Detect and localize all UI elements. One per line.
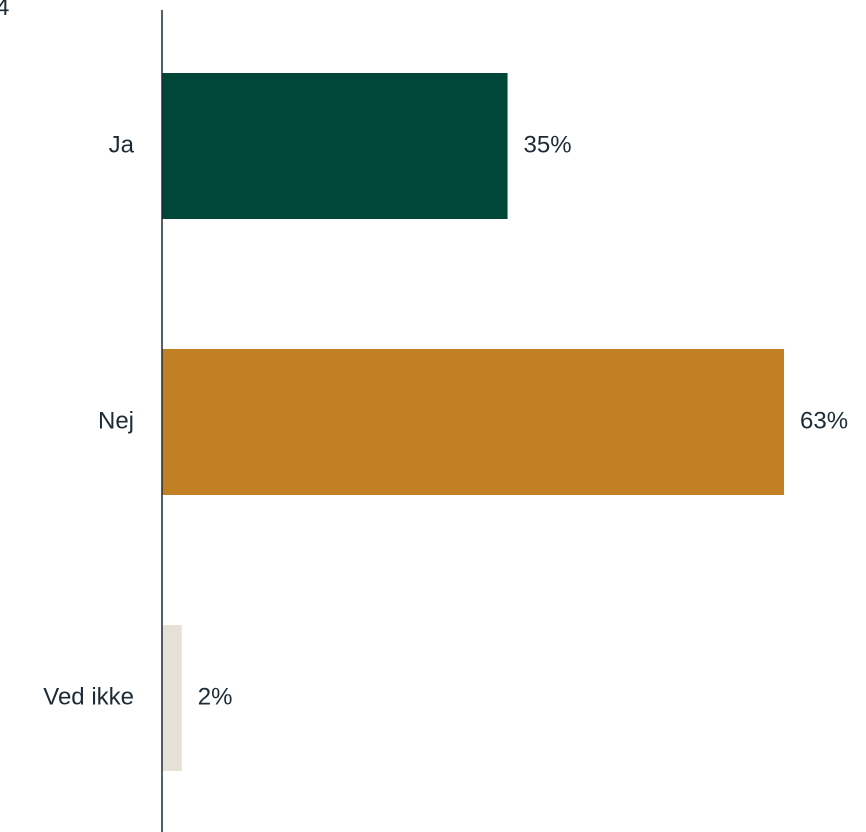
value-label: 2% xyxy=(198,683,233,710)
corner-label: 4 xyxy=(0,0,10,21)
value-label: 63% xyxy=(800,407,848,434)
value-label: 35% xyxy=(524,131,572,158)
bar-nej xyxy=(162,349,784,495)
category-label: Ved ikke xyxy=(43,683,134,710)
bar-ved-ikke xyxy=(162,625,182,771)
bar-ja xyxy=(162,73,508,219)
category-label: Nej xyxy=(98,407,134,434)
category-label: Ja xyxy=(109,131,135,158)
labels-layer: Ja 35% Nej 63% Ved ikke 2% xyxy=(43,131,848,710)
bars-layer xyxy=(162,73,784,771)
